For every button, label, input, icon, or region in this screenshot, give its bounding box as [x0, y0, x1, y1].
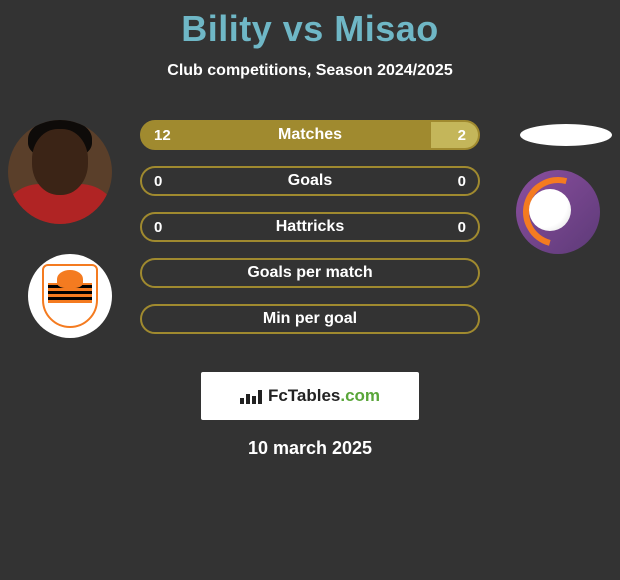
stat-value-right: 0 — [446, 214, 478, 240]
player-left-head — [32, 129, 88, 195]
stat-value-left: 0 — [142, 168, 174, 194]
stat-value-left: 12 — [142, 122, 183, 148]
fctables-logo: FcTables.com — [201, 372, 419, 420]
club-badge-left — [28, 254, 112, 338]
stat-row-goals: Goals0 0 — [140, 166, 480, 196]
page-title: Bility vs Misao — [0, 0, 620, 50]
stat-row-min-per-goal: Min per goal — [140, 304, 480, 334]
player-left-photo — [8, 120, 112, 224]
bar-chart-icon — [240, 388, 262, 404]
fctables-logo-text: FcTables.com — [268, 386, 380, 406]
page-subtitle: Club competitions, Season 2024/2025 — [0, 62, 620, 80]
stat-row-goals-per-match: Goals per match — [140, 258, 480, 288]
stat-label: Min per goal — [142, 306, 478, 332]
logo-text-suffix: .com — [340, 386, 380, 405]
stat-label: Goals — [142, 168, 478, 194]
comparison-date: 10 march 2025 — [0, 438, 620, 459]
brisbane-roar-lion-icon — [57, 270, 83, 288]
stat-value-right: 0 — [446, 168, 478, 194]
stat-row-hattricks: Hattricks0 0 — [140, 212, 480, 242]
comparison-panel: Matches122Goals00Hattricks00Goals per ma… — [0, 120, 620, 360]
perth-glory-ball-icon — [529, 189, 571, 231]
club-badge-right — [516, 170, 600, 254]
player-right-photo — [520, 124, 612, 146]
stat-row-matches: Matches12 2 — [140, 120, 480, 150]
stat-bars: Matches122Goals00Hattricks00Goals per ma… — [140, 120, 480, 350]
stat-label: Goals per match — [142, 260, 478, 286]
stat-label: Hattricks — [142, 214, 478, 240]
stat-label: Matches — [142, 122, 478, 148]
stat-value-left: 0 — [142, 214, 174, 240]
stat-value-right: 2 — [446, 122, 478, 148]
logo-text-main: FcTables — [268, 386, 340, 405]
